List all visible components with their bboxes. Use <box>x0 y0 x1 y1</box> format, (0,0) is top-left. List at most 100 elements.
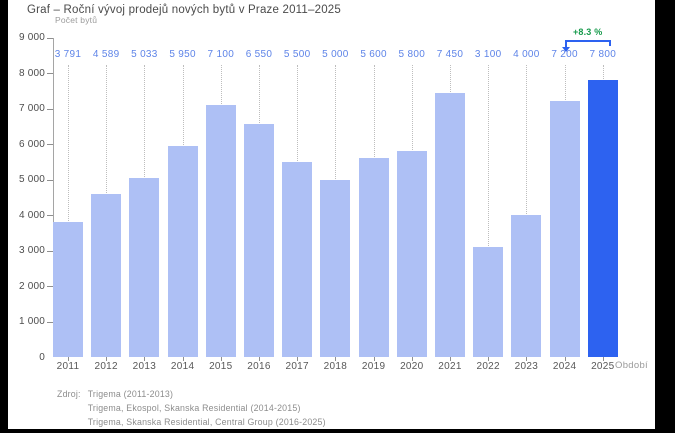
source-note: Zdroj: Trigema (2011-2013) Trigema, Ekos… <box>57 388 326 429</box>
value-connector-line <box>335 65 337 179</box>
x-tick <box>220 357 222 361</box>
y-tick <box>47 215 53 216</box>
x-tick <box>335 357 337 361</box>
x-tick <box>373 357 375 361</box>
x-tick <box>526 357 528 361</box>
bar <box>396 151 427 357</box>
x-tick <box>106 357 108 361</box>
y-tick-label: 4 000 <box>18 209 45 221</box>
y-tick <box>47 37 53 39</box>
year-label: 2020 <box>400 361 424 372</box>
bar <box>91 194 122 357</box>
source-lines: Trigema (2011-2013) Trigema, Ekospol, Sk… <box>88 388 326 429</box>
chart-title: Graf – Roční vývoj prodejů nových bytů v… <box>27 4 341 16</box>
bar-value-label: 3 791 <box>54 49 82 60</box>
bar <box>282 161 313 357</box>
annotation-label: +8.3 % <box>572 27 603 37</box>
annotation-bracket-line <box>564 40 611 42</box>
value-connector-line <box>602 65 604 80</box>
bar-value-label: 5 600 <box>360 49 387 60</box>
annotation-bracket-end <box>608 40 611 46</box>
bar-value-label: 4 000 <box>513 49 540 60</box>
y-tick-label: 5 000 <box>18 174 45 185</box>
y-tick-label: 7 000 <box>18 103 45 114</box>
x-tick <box>68 357 69 361</box>
bar-value-label: 7 200 <box>551 49 578 60</box>
bar-value-label: 6 550 <box>245 49 273 60</box>
year-label: 2018 <box>323 361 348 372</box>
bar <box>435 92 465 357</box>
x-tick <box>488 357 490 361</box>
y-tick <box>47 179 53 181</box>
x-tick <box>411 357 413 361</box>
year-label: 2023 <box>514 361 539 372</box>
year-label: 2022 <box>476 361 500 372</box>
y-tick-label: 1 000 <box>18 316 45 327</box>
bar-value-label: 5 033 <box>131 49 158 60</box>
value-connector-line <box>411 65 413 151</box>
y-tick <box>47 321 53 323</box>
y-tick <box>47 144 53 145</box>
bar <box>320 179 351 357</box>
chart-panel: Graf – Roční vývoj prodejů nových bytů v… <box>8 0 655 429</box>
annotation-arrow-shaft <box>564 40 567 47</box>
y-tick-label: 3 000 <box>18 245 45 256</box>
bar <box>587 80 618 357</box>
y-tick <box>47 108 53 110</box>
y-axis-line <box>53 37 54 357</box>
value-connector-line <box>373 65 375 158</box>
annotation-arrowhead-icon <box>561 47 570 52</box>
bar <box>167 145 198 357</box>
value-connector-line <box>68 65 69 222</box>
bar-value-label: 4 589 <box>92 49 120 60</box>
y-tick <box>47 73 53 74</box>
bar <box>549 101 580 357</box>
value-connector-line <box>220 65 222 104</box>
year-label: 2017 <box>285 361 309 372</box>
year-label: 2015 <box>209 361 233 372</box>
bar-value-label: 7 100 <box>207 49 235 60</box>
bar <box>205 104 236 357</box>
value-connector-line <box>144 65 146 178</box>
x-tick <box>182 357 184 361</box>
bar <box>129 178 160 357</box>
value-connector-line <box>297 65 299 161</box>
year-label: 2012 <box>94 361 118 372</box>
bar-value-label: 7 800 <box>589 49 617 60</box>
bar-chart-plot-area: 0 1 000 2 000 3 000 4 000 5 000 6 000 7 000 8 00… <box>8 0 655 429</box>
source-label: Zdroj: <box>57 389 81 399</box>
y-tick-label: 9 000 <box>18 32 45 43</box>
year-label: 2021 <box>438 361 462 372</box>
bar <box>511 215 542 357</box>
bar <box>358 158 389 357</box>
bar <box>244 124 274 357</box>
value-connector-line <box>106 65 108 194</box>
bar <box>53 222 83 357</box>
source-line: Trigema, Ekospol, Skanska Residential (2… <box>87 402 301 413</box>
bar-value-label: 5 500 <box>283 49 311 60</box>
year-label: 2014 <box>170 361 195 372</box>
bar-value-label: 3 100 <box>474 49 502 60</box>
value-connector-line <box>564 65 566 101</box>
year-label: 2024 <box>552 361 577 372</box>
value-connector-line <box>488 65 490 246</box>
x-tick <box>602 357 604 361</box>
y-tick <box>47 250 53 252</box>
year-label: 2025 <box>591 361 615 372</box>
y-tick-label: 6 000 <box>18 138 45 150</box>
bar-value-label: 7 450 <box>436 49 464 60</box>
source-line: Trigema, Skanska Residential, Central Gr… <box>87 416 326 427</box>
x-tick <box>259 357 260 361</box>
y-tick-label: 2 000 <box>18 280 45 292</box>
y-tick-label: 8 000 <box>18 67 45 79</box>
value-connector-line <box>526 65 528 214</box>
y-tick <box>47 286 53 287</box>
value-connector-line <box>182 65 184 145</box>
x-tick <box>297 357 299 361</box>
bar-value-label: 5 800 <box>398 49 426 60</box>
year-label: 2019 <box>361 361 386 372</box>
x-tick <box>144 357 146 361</box>
y-tick-label: 0 <box>39 351 45 363</box>
bar-value-label: 5 950 <box>169 49 196 60</box>
value-connector-line <box>450 65 451 92</box>
